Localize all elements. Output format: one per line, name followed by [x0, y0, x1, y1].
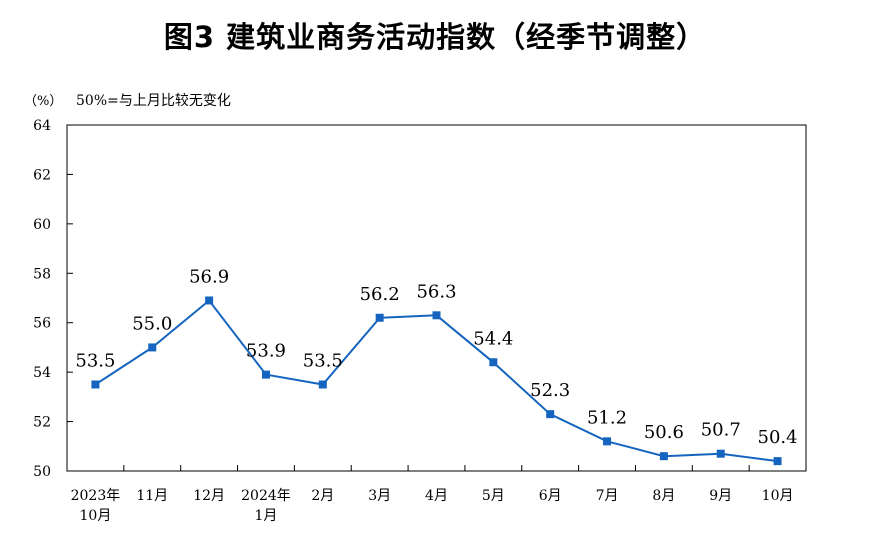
- x-tick-label: 2月: [311, 488, 334, 504]
- y-tick-label: 50: [33, 464, 51, 480]
- data-point: [375, 313, 384, 322]
- x-tick-label: 6月: [539, 488, 562, 504]
- chart-title: 图3 建筑业商务活动指数（经季节调整）: [163, 20, 707, 54]
- x-tick-label: 2024年: [241, 488, 291, 504]
- x-tick-label: 12月: [193, 488, 225, 504]
- data-point: [716, 449, 725, 458]
- data-point: [546, 410, 555, 419]
- data-point: [773, 457, 782, 466]
- y-tick-label: 58: [33, 266, 51, 282]
- data-label: 52.3: [530, 380, 570, 401]
- data-label: 50.7: [701, 420, 741, 441]
- y-tick-label: 56: [33, 316, 51, 332]
- data-point: [91, 380, 100, 389]
- y-tick-label: 64: [33, 118, 51, 134]
- data-point: [432, 311, 441, 320]
- data-label: 55.0: [132, 313, 172, 334]
- data-point: [205, 296, 214, 305]
- y-axis-unit-label: （%）: [24, 94, 63, 109]
- data-label: 56.3: [416, 281, 456, 302]
- y-tick-label: 52: [33, 415, 51, 431]
- x-tick-label: 11月: [136, 488, 168, 504]
- x-tick-label: 10月: [762, 488, 794, 504]
- data-label: 53.9: [246, 341, 286, 362]
- plot-frame: [66, 124, 807, 472]
- data-label: 51.2: [587, 407, 627, 428]
- x-tick-label: 10月: [80, 508, 112, 524]
- y-tick-label: 54: [33, 365, 51, 381]
- x-tick-label: 2023年: [71, 488, 121, 504]
- x-tick-label: 3月: [368, 488, 391, 504]
- x-tick-label: 4月: [425, 488, 448, 504]
- data-label: 50.4: [758, 427, 798, 448]
- chart-annotation: 50%=与上月比较无变化: [76, 93, 231, 109]
- y-tick-label: 60: [33, 217, 51, 233]
- data-label: 50.6: [644, 422, 684, 443]
- data-label: 56.9: [189, 266, 229, 287]
- x-tick-label: 9月: [709, 488, 732, 504]
- data-label: 53.5: [75, 351, 115, 372]
- data-label: 53.5: [303, 351, 343, 372]
- x-tick-label: 8月: [652, 488, 675, 504]
- data-point: [603, 437, 612, 446]
- data-point: [261, 370, 270, 379]
- data-label: 54.4: [473, 328, 513, 349]
- data-point: [148, 343, 157, 352]
- x-tick-label: 7月: [596, 488, 619, 504]
- data-point: [489, 358, 498, 367]
- data-label: 56.2: [360, 284, 400, 305]
- x-tick-label: 5月: [482, 488, 505, 504]
- y-tick-label: 62: [33, 167, 51, 183]
- data-point: [659, 452, 668, 461]
- data-point: [318, 380, 327, 389]
- x-tick-label: 1月: [255, 508, 278, 524]
